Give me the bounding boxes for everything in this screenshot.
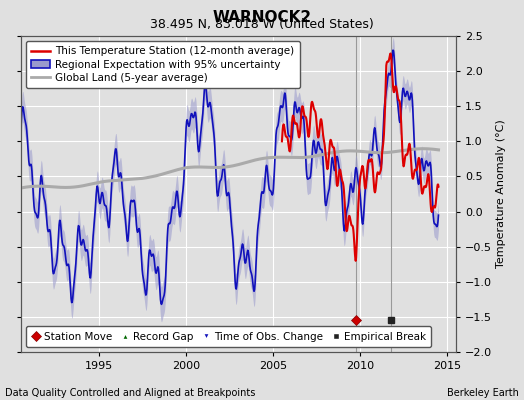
Y-axis label: Temperature Anomaly (°C): Temperature Anomaly (°C) [496, 120, 506, 268]
Text: WARNOCK2: WARNOCK2 [212, 10, 312, 25]
Text: 38.495 N, 83.018 W (United States): 38.495 N, 83.018 W (United States) [150, 18, 374, 31]
Text: Data Quality Controlled and Aligned at Breakpoints: Data Quality Controlled and Aligned at B… [5, 388, 256, 398]
Text: Berkeley Earth: Berkeley Earth [447, 388, 519, 398]
Legend: Station Move, Record Gap, Time of Obs. Change, Empirical Break: Station Move, Record Gap, Time of Obs. C… [26, 326, 431, 347]
